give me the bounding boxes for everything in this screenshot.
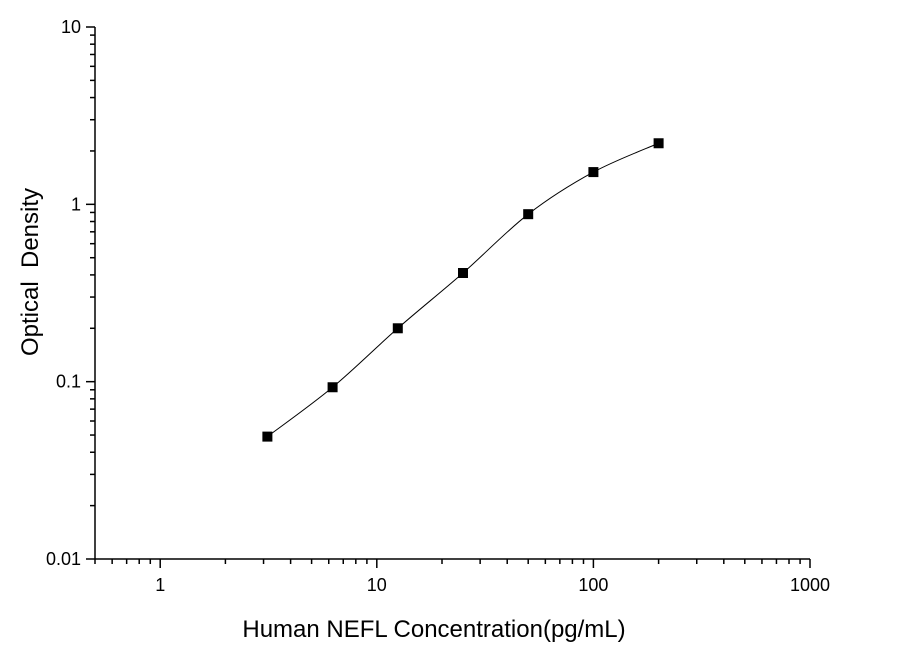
x-tick-label: 100	[578, 575, 608, 595]
markers	[262, 138, 664, 442]
y-axis-title: Optical Density	[17, 188, 44, 356]
data-point	[392, 323, 403, 334]
curve	[267, 142, 659, 438]
standard-curve-line	[267, 142, 659, 438]
x-tick-label: 1000	[790, 575, 830, 595]
data-point	[653, 138, 664, 149]
axes: 1 10 100 1000 0.01 0.1 1 10	[46, 17, 830, 595]
data-point	[457, 267, 468, 278]
y-tick-label: 1	[71, 194, 81, 214]
data-point	[523, 209, 534, 220]
data-point	[262, 431, 273, 442]
y-tick-label: 0.1	[56, 372, 81, 392]
data-point	[327, 382, 338, 393]
data-point	[588, 167, 599, 178]
y-tick-label: 0.01	[46, 549, 81, 569]
x-tick-label: 1	[155, 575, 165, 595]
x-tick-label: 10	[367, 575, 387, 595]
x-axis-title: Human NEFL Concentration(pg/mL)	[242, 616, 625, 643]
y-tick-label: 10	[61, 17, 81, 37]
